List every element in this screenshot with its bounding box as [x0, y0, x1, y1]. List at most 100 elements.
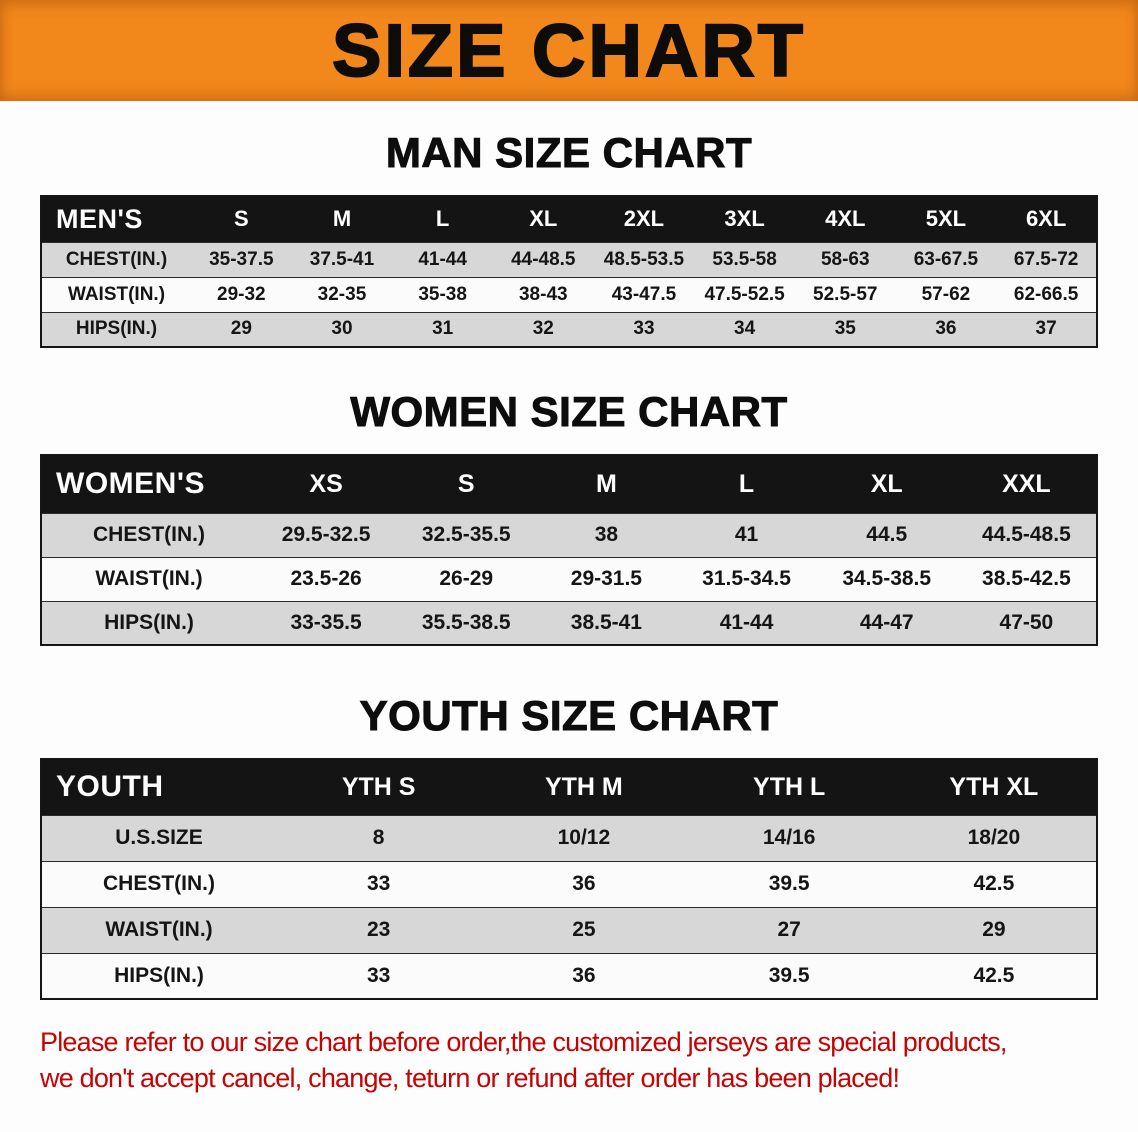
table-cell: 44.5: [816, 512, 957, 557]
table-cell: 41: [676, 512, 817, 557]
row-label: WAIST(IN.): [41, 276, 191, 312]
table-cell: 42.5: [891, 952, 1097, 999]
men-chest-row: CHEST(IN.) 35-37.5 37.5-41 41-44 44-48.5…: [41, 241, 1097, 277]
column-header: L: [676, 454, 817, 513]
table-cell: 27: [686, 906, 892, 953]
column-header: 5XL: [895, 195, 997, 242]
women-hips-row: HIPS(IN.) 33-35.5 35.5-38.5 38.5-41 41-4…: [41, 600, 1097, 645]
banner: SIZE CHART: [0, 0, 1138, 101]
table-cell: 38.5-41: [536, 600, 677, 645]
women-chest-row: CHEST(IN.) 29.5-32.5 32.5-35.5 38 41 44.…: [41, 512, 1097, 557]
row-label: HIPS(IN.): [41, 952, 276, 999]
table-cell: 58-63: [794, 241, 896, 277]
row-label: WAIST(IN.): [41, 556, 256, 601]
table-cell: 38: [536, 512, 677, 557]
table-cell: 39.5: [686, 952, 892, 999]
women-table-title: WOMEN'S: [41, 454, 256, 513]
table-cell: 63-67.5: [895, 241, 997, 277]
disclaimer-line-1: Please refer to our size chart before or…: [40, 1027, 1007, 1057]
table-cell: 44-47: [816, 600, 957, 645]
table-cell: 29-32: [191, 276, 292, 312]
column-header: S: [396, 454, 537, 513]
row-label: U.S.SIZE: [41, 814, 276, 861]
column-header: M: [291, 195, 393, 242]
table-cell: 41-44: [392, 241, 493, 277]
table-cell: 57-62: [895, 276, 997, 312]
column-header: L: [392, 195, 493, 242]
table-cell: 23: [276, 906, 482, 953]
table-cell: 23.5-26: [256, 556, 397, 601]
table-cell: 44.5-48.5: [956, 512, 1097, 557]
table-cell: 35: [794, 311, 896, 347]
table-cell: 25: [481, 906, 687, 953]
youth-hips-row: HIPS(IN.) 33 36 39.5 42.5: [41, 952, 1097, 999]
table-cell: 33: [276, 860, 482, 907]
table-cell: 29: [191, 311, 292, 347]
row-label: CHEST(IN.): [41, 241, 191, 277]
table-cell: 8: [276, 814, 482, 861]
column-header: YTH M: [481, 758, 687, 815]
table-cell: 34: [694, 311, 795, 347]
men-hips-row: HIPS(IN.) 29 30 31 32 33 34 35 36 37: [41, 311, 1097, 347]
table-cell: 34.5-38.5: [816, 556, 957, 601]
table-cell: 39.5: [686, 860, 892, 907]
table-cell: 29.5-32.5: [256, 512, 397, 557]
table-cell: 14/16: [686, 814, 892, 861]
men-size-section: MAN SIZE CHART MEN'S S M L XL 2XL 3XL 4X…: [0, 101, 1138, 348]
column-header: YTH L: [686, 758, 892, 815]
youth-chest-row: CHEST(IN.) 33 36 39.5 42.5: [41, 860, 1097, 907]
men-waist-row: WAIST(IN.) 29-32 32-35 35-38 38-43 43-47…: [41, 276, 1097, 312]
youth-waist-row: WAIST(IN.) 23 25 27 29: [41, 906, 1097, 953]
table-cell: 29: [891, 906, 1097, 953]
table-cell: 53.5-58: [694, 241, 795, 277]
column-header: 6XL: [996, 195, 1097, 242]
column-header: XXL: [956, 454, 1097, 513]
table-cell: 33: [593, 311, 695, 347]
table-cell: 38.5-42.5: [956, 556, 1097, 601]
column-header: YTH XL: [891, 758, 1097, 815]
table-cell: 48.5-53.5: [593, 241, 695, 277]
table-cell: 44-48.5: [492, 241, 594, 277]
table-cell: 35-38: [392, 276, 493, 312]
disclaimer-line-2: we don't accept cancel, change, teturn o…: [40, 1063, 900, 1094]
column-header: XL: [492, 195, 594, 242]
table-cell: 52.5-57: [794, 276, 896, 312]
table-cell: 36: [481, 860, 687, 907]
table-cell: 43-47.5: [593, 276, 695, 312]
page-title: SIZE CHART: [331, 8, 806, 92]
women-section-heading: WOMEN SIZE CHART: [350, 388, 788, 436]
table-cell: 32.5-35.5: [396, 512, 537, 557]
table-cell: 33: [276, 952, 482, 999]
table-cell: 32: [492, 311, 594, 347]
table-cell: 37: [996, 311, 1097, 347]
row-label: HIPS(IN.): [41, 600, 256, 645]
table-cell: 35.5-38.5: [396, 600, 537, 645]
table-cell: 29-31.5: [536, 556, 677, 601]
women-waist-row: WAIST(IN.) 23.5-26 26-29 29-31.5 31.5-34…: [41, 556, 1097, 601]
men-header-row: MEN'S S M L XL 2XL 3XL 4XL 5XL 6XL: [41, 195, 1097, 242]
column-header: YTH S: [276, 758, 482, 815]
row-label: WAIST(IN.): [41, 906, 276, 953]
table-cell: 31: [392, 311, 493, 347]
table-cell: 30: [291, 311, 393, 347]
table-cell: 32-35: [291, 276, 393, 312]
youth-ussize-row: U.S.SIZE 8 10/12 14/16 18/20: [41, 814, 1097, 861]
youth-table-title: YOUTH: [41, 758, 276, 815]
row-label: CHEST(IN.): [41, 860, 276, 907]
table-cell: 67.5-72: [996, 241, 1097, 277]
table-cell: 36: [895, 311, 997, 347]
column-header: 3XL: [694, 195, 795, 242]
men-table-title: MEN'S: [41, 195, 191, 242]
table-cell: 31.5-34.5: [676, 556, 817, 601]
table-cell: 38-43: [492, 276, 594, 312]
column-header: XS: [256, 454, 397, 513]
table-cell: 18/20: [891, 814, 1097, 861]
column-header: M: [536, 454, 677, 513]
row-label: HIPS(IN.): [41, 311, 191, 347]
table-cell: 37.5-41: [291, 241, 393, 277]
youth-size-section: YOUTH SIZE CHART YOUTH YTH S YTH M YTH L…: [0, 646, 1138, 1000]
women-size-section: WOMEN SIZE CHART WOMEN'S XS S M L XL XXL: [0, 348, 1138, 646]
column-header: 4XL: [794, 195, 896, 242]
table-cell: 47-50: [956, 600, 1097, 645]
